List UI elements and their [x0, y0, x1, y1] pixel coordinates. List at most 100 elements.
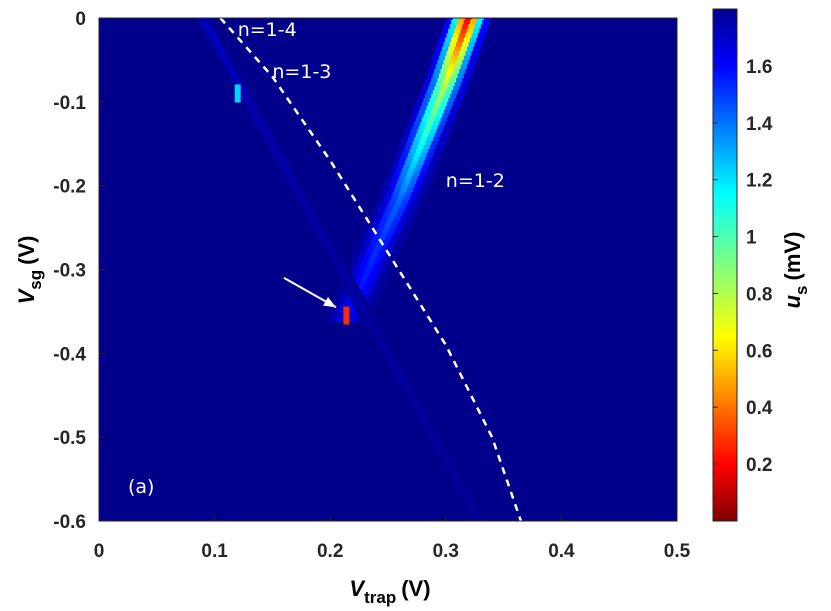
- heatmap-cell-feature-1: [376, 328, 380, 334]
- heatmap-cell-feature-1: [453, 479, 457, 485]
- heatmap-cell-feature-0: [395, 168, 404, 174]
- heatmap-cell-feature-0: [353, 250, 362, 256]
- heatmap-cell-feature-1: [239, 76, 243, 83]
- heatmap-cell-feature-0: [361, 278, 369, 284]
- heatmap-cell-feature-0: [456, 77, 464, 84]
- heatmap-cell-feature-1: [364, 300, 369, 306]
- heatmap-cell-feature-1: [201, 18, 205, 21]
- heatmap-cell-feature-0: [426, 105, 435, 112]
- heatmap-cell-feature-0: [434, 102, 442, 108]
- heatmap-cell-feature-1: [212, 43, 216, 49]
- heatmap-cell-feature-1: [315, 211, 319, 217]
- heatmap-cell-feature-1: [361, 306, 365, 312]
- heatmap-cell-feature-1: [229, 65, 233, 71]
- heatmap-cell-feature-1: [406, 384, 411, 390]
- heatmap-cell-feature-0: [373, 278, 382, 284]
- heatmap-cell-feature-0: [431, 60, 439, 66]
- heatmap-cell-feature-1: [400, 384, 404, 390]
- heatmap-cell-feature-1: [401, 389, 405, 396]
- heatmap-cell-feature-1: [344, 278, 348, 284]
- heatmap-cell-feature-1: [383, 333, 387, 340]
- heatmap-cell-feature-0: [419, 172, 427, 178]
- heatmap-cell-feature-1: [379, 333, 383, 340]
- heatmap-cell-feature-0: [415, 164, 424, 170]
- heatmap-cell-feature-1: [458, 484, 462, 491]
- heatmap-cell-feature-1: [348, 278, 352, 284]
- heatmap-cell-feature-1: [355, 283, 359, 289]
- heatmap-cell-feature-1: [380, 339, 384, 345]
- heatmap-cell-feature-0: [446, 102, 455, 108]
- heatmap-cell-feature-0: [398, 145, 407, 151]
- heatmap-cell-feature-0: [362, 289, 371, 295]
- heatmap-cell-feature-0: [397, 180, 405, 186]
- heatmap-cell-feature-0: [422, 164, 430, 170]
- heatmap-cell-feature-1: [274, 143, 278, 150]
- heatmap-cell-feature-0: [434, 69, 442, 75]
- heatmap-cell-feature-1: [295, 194, 300, 200]
- heatmap-cell-feature-1: [433, 440, 437, 446]
- panel-label: (a): [128, 476, 154, 498]
- heatmap-cell-feature-0: [421, 117, 430, 123]
- heatmap-cell-feature-0: [473, 28, 481, 35]
- heatmap-cell-feature-1: [438, 445, 443, 451]
- heatmap-cell-feature-1: [372, 333, 377, 340]
- heatmap-cell-feature-0: [448, 82, 456, 88]
- heatmap-cell-feature-0: [440, 86, 448, 92]
- heatmap-cell-feature-0: [370, 269, 379, 275]
- heatmap-cell-feature-1: [258, 116, 263, 122]
- heatmap-cell-feature-1: [450, 462, 454, 468]
- heatmap-cell-feature-1: [215, 48, 220, 55]
- heatmap-cell-feature-0: [414, 168, 422, 174]
- heatmap-cell-feature-1: [216, 54, 221, 60]
- heatmap-cell-feature-0: [380, 246, 388, 252]
- heatmap-cell-feature-0: [426, 90, 434, 96]
- heatmap-cell-feature-1: [476, 507, 481, 513]
- heatmap-cell-feature-0: [451, 73, 459, 79]
- heatmap-cell-feature-0: [418, 141, 427, 147]
- heatmap-cell-feature-1: [339, 272, 343, 278]
- heatmap-cell-feature-0: [398, 160, 407, 166]
- heatmap-cell-feature-0: [409, 180, 418, 186]
- heatmap-cell-feature-1: [471, 501, 475, 507]
- heatmap-cell-feature-1: [296, 199, 301, 206]
- heatmap-cell-feature-1: [393, 367, 397, 373]
- heatmap-cell-feature-1: [260, 127, 265, 133]
- heatmap-cell-feature-1: [374, 317, 378, 323]
- heatmap-cell-feature-1: [228, 60, 232, 66]
- heatmap-cell-feature-0: [354, 278, 363, 284]
- heatmap-cell-feature-1: [265, 138, 269, 144]
- heatmap-cell-feature-1: [455, 468, 459, 474]
- heatmap-cell-feature-0: [367, 278, 375, 284]
- heatmap-cell-feature-0: [446, 69, 455, 75]
- heatmap-cell-feature-1: [289, 183, 293, 189]
- heatmap-cell-feature-0: [421, 86, 430, 92]
- heatmap-cell-feature-1: [303, 199, 307, 206]
- heatmap-cell-feature-0: [405, 219, 413, 226]
- heatmap-cell-feature-1: [314, 216, 318, 222]
- heatmap-cell-feature-1: [464, 496, 468, 502]
- heatmap-cell-feature-0: [374, 206, 382, 212]
- heatmap-cell-feature-0: [389, 199, 398, 206]
- heatmap-cell-feature-1: [364, 311, 369, 317]
- heatmap-cell-feature-0: [368, 246, 376, 252]
- heatmap-cell-feature-1: [422, 412, 426, 418]
- heatmap-cell-feature-1: [466, 507, 470, 513]
- heatmap-cell-feature-0: [468, 42, 476, 48]
- heatmap-cell-feature-1: [447, 473, 452, 479]
- heatmap-cell-feature-1: [247, 110, 251, 116]
- heatmap-cell-feature-0: [454, 46, 462, 52]
- heatmap-cell-feature-0: [441, 46, 450, 52]
- heatmap-cell-feature-0: [477, 33, 486, 39]
- heatmap-cell-feature-0: [359, 266, 367, 273]
- heatmap-cell-feature-0: [386, 176, 394, 182]
- heatmap-cell-feature-1: [232, 82, 236, 88]
- heatmap-cell-feature-1: [454, 484, 458, 491]
- heatmap-cell-feature-1: [427, 428, 431, 435]
- heatmap-cell-feature-1: [231, 65, 235, 71]
- heatmap-cell-feature-1: [245, 99, 249, 105]
- heatmap-cell-feature-1: [467, 490, 471, 496]
- heatmap-cell-feature-1: [258, 127, 263, 133]
- heatmap-cell-feature-0: [448, 28, 456, 35]
- heatmap-cell-feature-1: [288, 177, 292, 183]
- heatmap-cell-feature-0: [465, 51, 473, 57]
